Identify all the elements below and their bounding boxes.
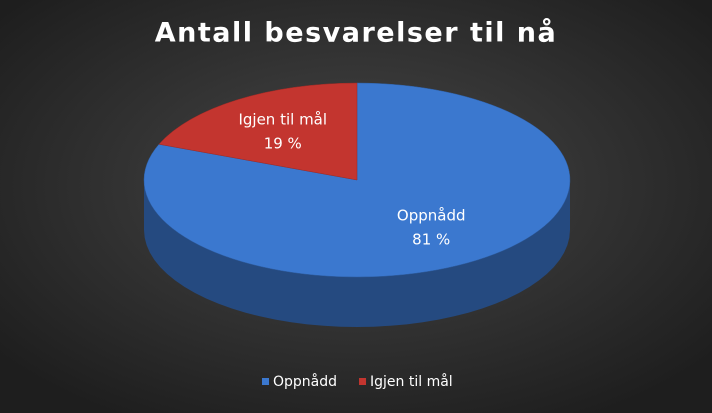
legend-marker — [262, 378, 269, 385]
slice-label: Oppnådd — [397, 207, 466, 225]
legend-label: Oppnådd — [273, 373, 337, 390]
pie-slice — [158, 82, 358, 181]
slice-value-label: 81 % — [412, 231, 450, 249]
legend: Oppnådd Igjen til mål — [262, 373, 453, 390]
pie: Oppnådd 81 % Igjen til mål 19 % — [143, 82, 571, 327]
slice-value-label: 19 % — [264, 134, 302, 152]
legend-label: Igjen til mål — [370, 373, 453, 390]
pie-wall — [144, 180, 570, 327]
slice-label: Igjen til mål — [238, 110, 327, 128]
chart-title: Antall besvarelser til nå — [155, 17, 557, 49]
legend-marker — [359, 378, 367, 385]
